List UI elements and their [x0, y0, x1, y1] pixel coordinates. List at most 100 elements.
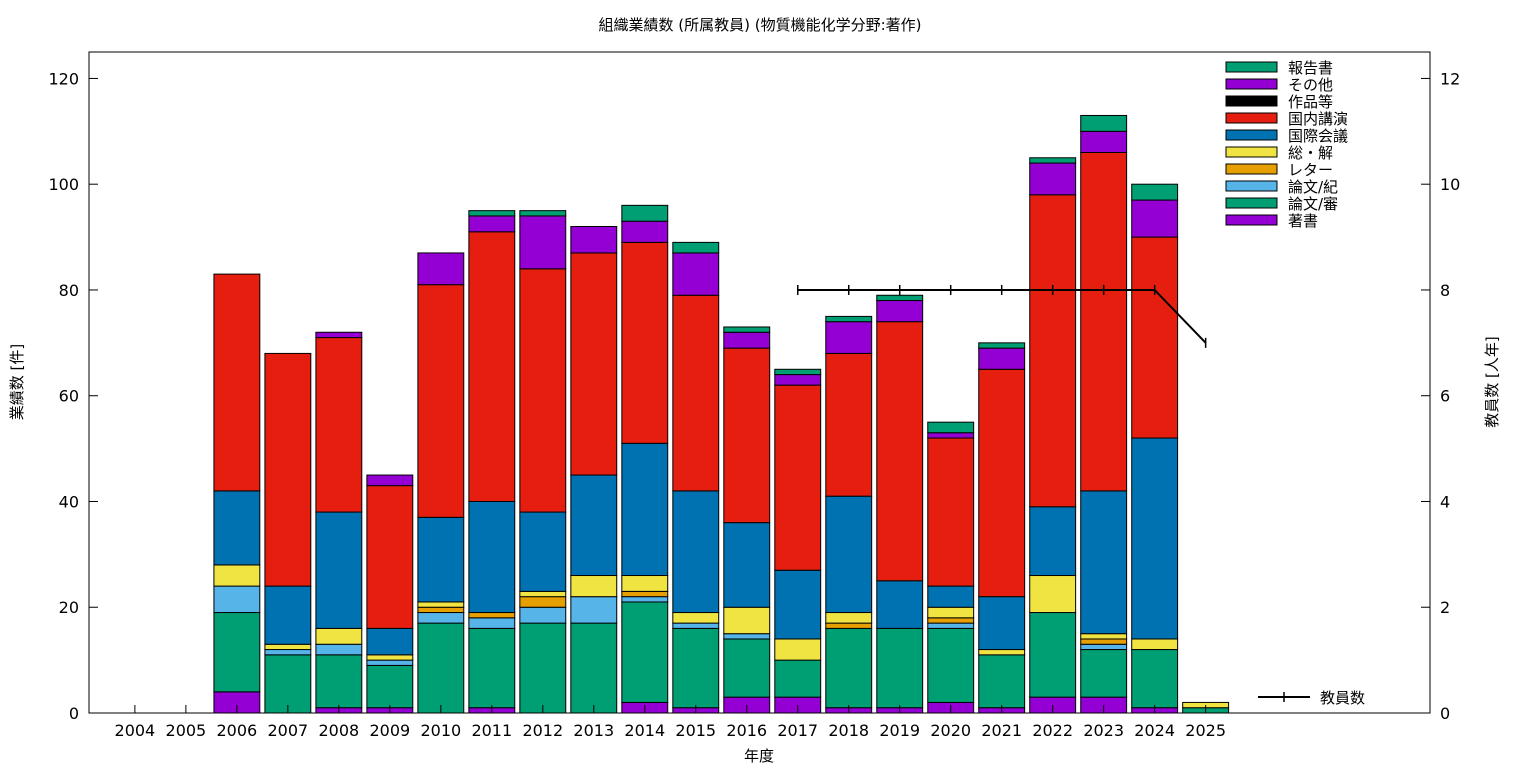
bar-2018-s8	[825, 321, 873, 354]
bar-2015-s1	[672, 627, 720, 709]
bar-2014-s3	[621, 590, 669, 598]
legend-label-1: その他	[1288, 76, 1333, 94]
bar-2016-s1	[723, 638, 771, 698]
xtick-label-2022: 2022	[1032, 721, 1073, 740]
plot-frame	[88, 51, 1431, 714]
bar-2019-s8	[876, 300, 924, 323]
chart-title: 組織業績数 (所属教員) (物質機能化学分野:著作)	[598, 16, 921, 34]
bar-2019-s5	[876, 580, 924, 629]
bar-2023-s6	[1080, 151, 1128, 492]
bar-2007-s5	[264, 585, 312, 645]
y2tick-label: 6	[1440, 387, 1450, 406]
bar-2016-s2	[723, 633, 771, 640]
legend-swatch-9	[1225, 214, 1278, 226]
bar-2008-s2	[315, 643, 363, 656]
legend-label-3: 国内講演	[1288, 110, 1348, 128]
xtick-label-2021: 2021	[981, 721, 1022, 740]
legend-label-4: 国際会議	[1288, 127, 1348, 145]
xtick-label-2013: 2013	[573, 721, 614, 740]
bar-2020-s5	[927, 585, 975, 608]
bar-2021-s9	[978, 342, 1026, 349]
xtick-label-2007: 2007	[267, 721, 308, 740]
bar-2019-s1	[876, 627, 924, 709]
ytick-label: 120	[48, 69, 79, 88]
bar-2010-s4	[417, 601, 465, 608]
bar-2009-s6	[366, 485, 414, 629]
bar-2012-s5	[519, 511, 567, 592]
bar-2008-s4	[315, 627, 363, 645]
xtick-label-2019: 2019	[879, 721, 920, 740]
bar-2013-s8	[570, 226, 618, 254]
bar-2011-s3	[468, 612, 516, 619]
xtick-label-2015: 2015	[675, 721, 716, 740]
bar-2014-s8	[621, 220, 669, 243]
bar-2006-s1	[213, 612, 261, 693]
xtick-label-2006: 2006	[217, 721, 258, 740]
legend-swatch-7	[1225, 180, 1278, 192]
bar-2024-s5	[1131, 437, 1179, 640]
bar-2022-s1	[1029, 612, 1077, 698]
bar-2006-s6	[213, 273, 261, 492]
bar-2010-s8	[417, 252, 465, 286]
bar-2023-s3	[1080, 638, 1128, 645]
bar-2008-s8	[315, 331, 363, 339]
bar-2022-s9	[1029, 157, 1077, 164]
xtick-label-2023: 2023	[1083, 721, 1124, 740]
tick-layer: 0 20 40 60 80 100 120 0 2 4 6 8 10 12	[48, 69, 1460, 723]
bar-2013-s1	[570, 622, 618, 714]
legend-label-2: 作品等	[1288, 93, 1333, 111]
bar-2024-s8	[1131, 199, 1179, 238]
legend-swatch-4	[1225, 129, 1278, 141]
line-layer	[796, 284, 1207, 348]
y-axis-label: 業績数 [件]	[8, 344, 26, 420]
xtick-label-2012: 2012	[522, 721, 563, 740]
bar-2010-s1	[417, 622, 465, 714]
xtick-label-2016: 2016	[726, 721, 767, 740]
bar-2018-s4	[825, 612, 873, 624]
xtick-label-2020: 2020	[930, 721, 971, 740]
bar-2014-s2	[621, 596, 669, 603]
bar-2023-s1	[1080, 649, 1128, 698]
bar-2013-s5	[570, 474, 618, 577]
bar-2017-s8	[774, 374, 822, 386]
bar-2016-s6	[723, 347, 771, 524]
bar-2008-s1	[315, 654, 363, 709]
bar-2017-s1	[774, 659, 822, 698]
legend-swatch-8	[1225, 197, 1278, 209]
bar-2017-s9	[774, 368, 822, 376]
bar-2020-s1	[927, 627, 975, 703]
bar-2014-s5	[621, 442, 669, 577]
ytick-label: 100	[48, 175, 79, 194]
bar-2013-s4	[570, 575, 618, 598]
legend-label-0: 報告書	[1288, 59, 1333, 77]
bar-2023-s4	[1080, 633, 1128, 640]
legend-swatch-1	[1225, 78, 1278, 90]
bar-2009-s8	[366, 474, 414, 487]
bar-2010-s5	[417, 516, 465, 603]
bar-2006-s5	[213, 490, 261, 566]
xtick-label-2008: 2008	[318, 721, 359, 740]
bar-2009-s4	[366, 654, 414, 661]
y2tick-label: 12	[1440, 69, 1460, 88]
y2tick-label: 2	[1440, 598, 1450, 617]
legend-swatch-3	[1225, 112, 1278, 124]
legend-label-6: レター	[1288, 161, 1333, 179]
bar-layer	[213, 114, 1230, 714]
bar-2012-s1	[519, 622, 567, 714]
xtick-label-2018: 2018	[828, 721, 869, 740]
bar-2016-s4	[723, 606, 771, 635]
bar-2023-s8	[1080, 130, 1128, 153]
xtick-label-2005: 2005	[166, 721, 207, 740]
bar-2020-s9	[927, 421, 975, 434]
bar-2018-s9	[825, 315, 873, 323]
bar-2012-s2	[519, 606, 567, 624]
bar-2020-s3	[927, 617, 975, 624]
bar-2019-s9	[876, 294, 924, 302]
bar-2011-s2	[468, 617, 516, 629]
bar-2014-s4	[621, 575, 669, 592]
bar-2011-s9	[468, 210, 516, 217]
bar-2013-s6	[570, 252, 618, 476]
x-axis-label: 年度	[744, 747, 774, 765]
bar-2012-s3	[519, 596, 567, 608]
